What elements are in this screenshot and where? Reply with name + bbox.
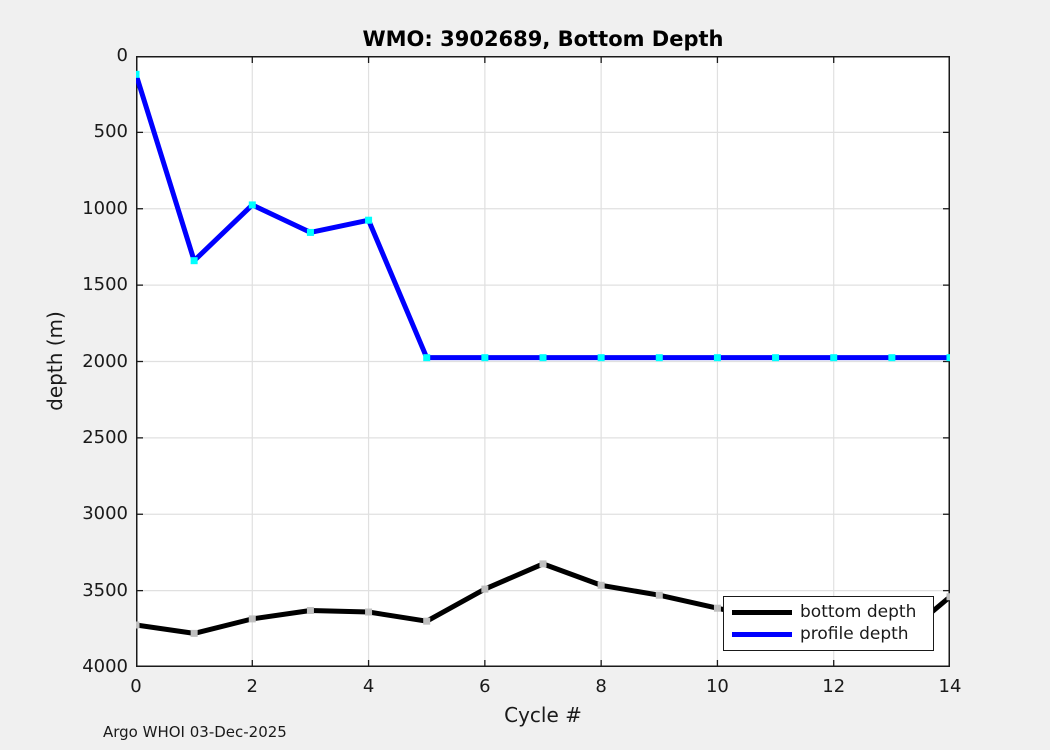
legend-item-bottom-depth: bottom depth bbox=[724, 604, 933, 621]
y-tick-label: 0 bbox=[116, 45, 128, 66]
legend: bottom depth profile depth bbox=[723, 596, 934, 651]
x-tick-label: 14 bbox=[938, 676, 962, 697]
y-tick-label: 500 bbox=[93, 121, 128, 143]
x-tick-label: 0 bbox=[130, 676, 142, 697]
y-tick-label: 3500 bbox=[82, 579, 128, 601]
y-tick-label: 1000 bbox=[82, 197, 128, 219]
x-tick-label: 4 bbox=[362, 676, 375, 697]
legend-line-sample-blue bbox=[732, 631, 792, 637]
x-tick-label: 12 bbox=[822, 676, 846, 697]
attribution-text: Argo WHOI 03-Dec-2025 bbox=[103, 723, 287, 741]
x-tick-label: 10 bbox=[705, 676, 729, 697]
plot-area bbox=[136, 56, 950, 667]
legend-label: profile depth bbox=[800, 623, 909, 644]
x-tick-label: 6 bbox=[479, 676, 491, 697]
chart-title: WMO: 3902689, Bottom Depth bbox=[362, 27, 724, 51]
y-tick-label: 2500 bbox=[82, 426, 128, 448]
y-tick-label: 3000 bbox=[82, 503, 128, 525]
y-tick-label: 1500 bbox=[82, 274, 128, 296]
legend-item-profile-depth: profile depth bbox=[724, 623, 933, 644]
legend-label: bottom depth bbox=[800, 602, 917, 623]
y-tick-label: 2000 bbox=[82, 350, 128, 372]
legend-line-sample-black bbox=[732, 610, 792, 616]
x-tick-label: 8 bbox=[595, 676, 607, 697]
y-tick-label: 4000 bbox=[82, 656, 128, 677]
x-tick-label: 2 bbox=[246, 676, 259, 697]
x-axis-label: Cycle # bbox=[504, 703, 582, 727]
plot-canvas bbox=[136, 56, 950, 667]
